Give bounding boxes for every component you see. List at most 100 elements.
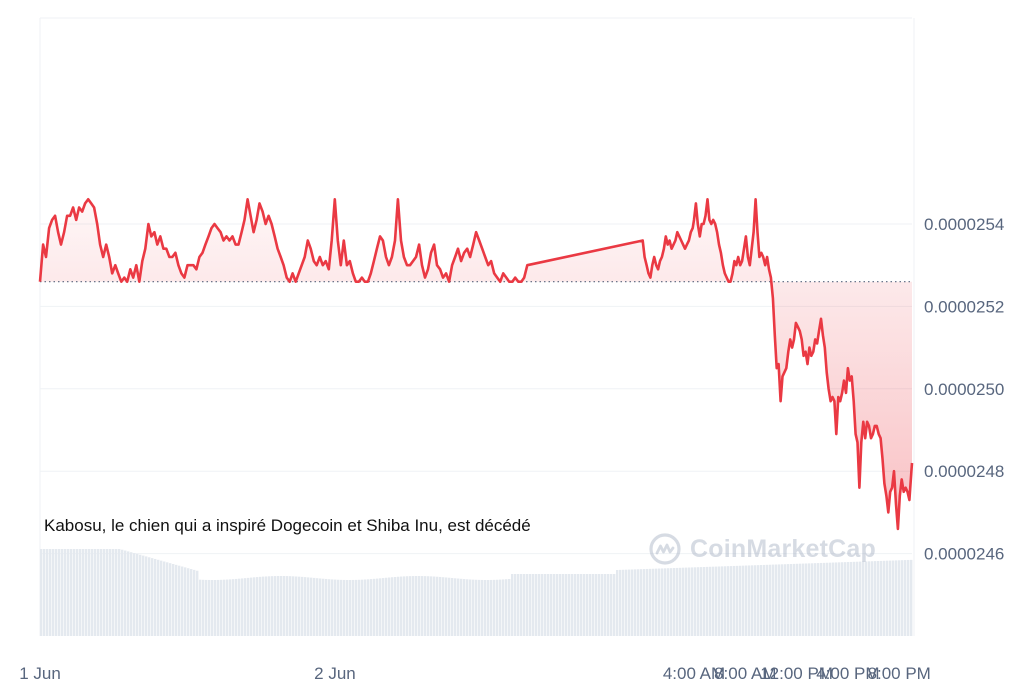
volume-bar <box>877 561 880 636</box>
volume-bar <box>253 577 256 636</box>
volume-bar <box>739 565 742 636</box>
volume-bar <box>748 565 751 636</box>
volume-bar <box>163 561 166 636</box>
volume-bar <box>616 569 619 636</box>
volume-bar <box>124 550 127 636</box>
volume-bar <box>40 549 43 636</box>
volume-bar <box>772 564 775 636</box>
volume-bar <box>613 574 616 636</box>
volume-bars <box>40 549 913 636</box>
volume-bar <box>640 569 643 636</box>
volume-bar <box>676 567 679 636</box>
volume-bar <box>166 562 169 636</box>
volume-bar <box>352 579 355 636</box>
volume-bar <box>79 549 82 636</box>
volume-bar <box>817 563 820 636</box>
volume-bar <box>460 578 463 636</box>
volume-bar <box>169 563 172 636</box>
chart-caption: Kabosu, le chien qui a inspiré Dogecoin … <box>44 516 531 535</box>
x-tick-label: 4:00 AM <box>663 664 725 683</box>
volume-bar <box>55 549 58 636</box>
volume-bar <box>106 549 109 636</box>
volume-bar <box>226 579 229 636</box>
volume-bar <box>247 577 250 636</box>
volume-bar <box>754 565 757 636</box>
volume-bar <box>388 577 391 636</box>
volume-bar <box>469 579 472 636</box>
volume-bar <box>478 579 481 636</box>
volume-bar <box>49 549 52 636</box>
volume-bar <box>691 567 694 636</box>
volume-bar <box>424 576 427 636</box>
volume-bar <box>118 549 121 636</box>
volume-bar <box>76 549 79 636</box>
volume-bar <box>136 553 139 636</box>
volume-bar <box>580 574 583 636</box>
volume-bar <box>433 576 436 636</box>
volume-bar <box>514 574 517 636</box>
volume-bar <box>907 559 910 636</box>
coinmarketcap-logo-icon <box>649 533 681 565</box>
volume-bar <box>901 560 904 636</box>
volume-bar <box>895 560 898 636</box>
area-below-baseline <box>40 199 912 529</box>
volume-bar <box>910 559 913 636</box>
volume-bar <box>46 549 49 636</box>
volume-bar <box>814 563 817 636</box>
volume-bar <box>775 564 778 636</box>
volume-bar <box>397 576 400 636</box>
volume-bar <box>91 549 94 636</box>
volume-bar <box>643 569 646 636</box>
volume-bar <box>427 576 430 636</box>
price-lines <box>38 198 914 531</box>
volume-bar <box>904 560 907 636</box>
volume-bar <box>484 579 487 636</box>
volume-bar <box>229 579 232 636</box>
y-tick-label: 0.0000250 <box>924 380 1004 399</box>
volume-bar <box>370 579 373 636</box>
volume-bar <box>577 574 580 636</box>
volume-bar <box>634 569 637 636</box>
volume-bar <box>658 568 661 636</box>
volume-bar <box>454 578 457 636</box>
x-tick-label: 8:00 AM <box>714 664 776 683</box>
volume-bar <box>283 576 286 636</box>
volume-bar <box>43 549 46 636</box>
volume-bar <box>892 560 895 636</box>
volume-bar <box>856 561 859 636</box>
volume-bar <box>133 553 136 636</box>
volume-bar <box>793 563 796 636</box>
volume-bar <box>340 579 343 636</box>
volume-bar <box>847 562 850 636</box>
volume-bar <box>274 576 277 636</box>
volume-bar <box>307 577 310 636</box>
volume-bar <box>310 577 313 636</box>
volume-bar <box>262 576 265 636</box>
volume-bar <box>415 576 418 636</box>
volume-bar <box>151 558 154 636</box>
volume-bar <box>379 578 382 636</box>
volume-bar <box>703 566 706 636</box>
volume-bar <box>223 579 226 636</box>
volume-bar <box>385 577 388 636</box>
volume-bar <box>154 558 157 636</box>
volume-bar <box>361 579 364 636</box>
volume-bar <box>346 579 349 636</box>
volume-bar <box>862 561 865 636</box>
volume-bar <box>343 579 346 636</box>
volume-bar <box>526 574 529 636</box>
y-tick-label: 0.0000254 <box>924 215 1004 234</box>
volume-bar <box>250 577 253 636</box>
volume-bar <box>475 579 478 636</box>
volume-bar <box>391 577 394 636</box>
volume-bar <box>301 576 304 636</box>
volume-bar <box>457 578 460 636</box>
volume-bar <box>175 564 178 636</box>
volume-bar <box>394 576 397 636</box>
gridlines <box>39 17 915 636</box>
volume-bar <box>769 564 772 636</box>
volume-bar <box>760 565 763 636</box>
volume-bar <box>430 576 433 636</box>
volume-bar <box>535 574 538 636</box>
x-tick-label: 8:00 PM <box>868 664 931 683</box>
